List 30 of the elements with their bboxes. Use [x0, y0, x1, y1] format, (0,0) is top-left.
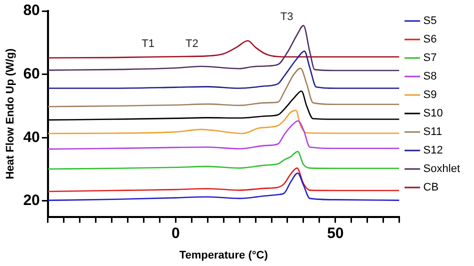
x-tick-label: 50 — [327, 224, 344, 242]
y-axis-title: Heat Flow Endo Up (W/g) — [4, 48, 17, 180]
y-tick-label: 60 — [23, 65, 40, 82]
annotation: T2 — [186, 38, 198, 50]
line-series — [48, 40, 400, 59]
annotation: T1 — [142, 38, 154, 50]
line-series — [48, 68, 400, 108]
line-series — [48, 24, 400, 72]
legend-label: S8 — [423, 70, 437, 83]
y-tick-label: 80 — [23, 2, 40, 20]
annotation: T3 — [280, 11, 294, 24]
line-series — [48, 120, 400, 150]
legend-label: Soxhlet — [423, 163, 460, 176]
legend-label: S7 — [423, 52, 437, 64]
line-series — [48, 50, 400, 89]
legend-label: S12 — [423, 144, 443, 157]
line-series — [48, 172, 400, 201]
line-series — [48, 150, 400, 170]
y-tick-label: 20 — [23, 192, 40, 210]
x-axis-title: Temperature (°C) — [179, 249, 268, 262]
y-tick-label: 40 — [23, 128, 40, 146]
legend-label: S11 — [423, 126, 442, 138]
x-tick-label: 0 — [172, 224, 180, 242]
line-series — [48, 110, 400, 134]
line-series — [48, 167, 400, 192]
legend-label: S6 — [423, 34, 437, 46]
legend-label: S5 — [423, 15, 437, 28]
legend-label: S9 — [423, 89, 437, 102]
legend-label: CB — [423, 182, 439, 194]
legend-label: S10 — [423, 108, 443, 120]
